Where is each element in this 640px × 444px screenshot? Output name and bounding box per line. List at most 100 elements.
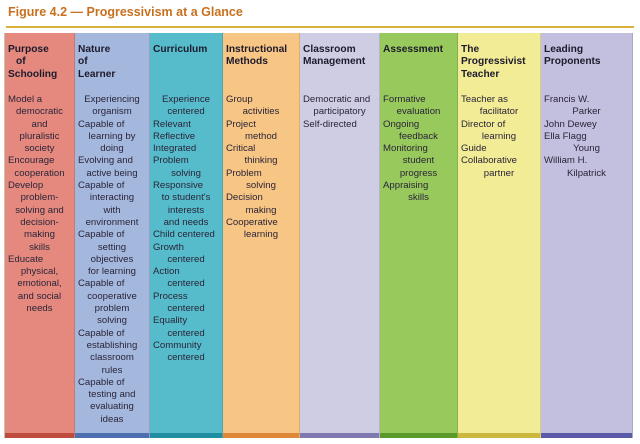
cell-line: activities <box>242 106 280 118</box>
cell-line: Democratic and <box>303 94 371 105</box>
cell-line: cooperation <box>14 167 65 179</box>
cell-line: making <box>245 204 277 216</box>
cell-line: Capable of <box>78 118 125 130</box>
cell-line: democratic <box>16 106 63 118</box>
cell-line: centered <box>167 327 205 339</box>
column-header-line: Learner <box>78 68 116 80</box>
progressivism-table: Purpose of Schooling Model a democratic and pl… <box>4 33 633 438</box>
cell-line: Equality <box>153 315 188 327</box>
column-header-line: Teacher <box>461 68 500 80</box>
cell-line: centered <box>167 106 205 118</box>
column-header: Purpose of Schooling <box>8 44 71 94</box>
cell-line: setting <box>97 241 127 253</box>
cell-line: solving <box>97 315 127 327</box>
column-entries: Group activities Project method Critical thin… <box>226 94 296 242</box>
cell-line: pluralistic <box>19 130 60 142</box>
column-header-line: of <box>78 56 88 68</box>
cell-line: Integrated <box>153 143 197 155</box>
cell-line: solving <box>171 167 201 179</box>
cell-line: skills <box>408 192 429 204</box>
cell-line: Project <box>226 118 256 130</box>
cell-line: Guide <box>461 143 487 155</box>
cell-line: Model a <box>8 94 43 105</box>
cell-line: Parker <box>572 106 601 118</box>
column-7: Leading Proponents Francis W. Parker John De… <box>541 33 633 438</box>
column-entries: Francis W. Parker John Dewey Ella Flagg Youn… <box>544 94 629 180</box>
cell-line: and needs <box>163 216 209 228</box>
cell-line: Teacher as <box>461 94 508 105</box>
column-header: Nature of Learner <box>78 44 146 94</box>
column-header-line: of <box>16 56 26 68</box>
cell-line: solving and <box>15 204 64 216</box>
cell-line: ideas <box>100 413 124 425</box>
cell-line: learning <box>243 229 279 241</box>
figure-title: Figure 4.2 — Progressivism at a Glance <box>8 5 243 19</box>
cell-line: problem- <box>20 192 59 204</box>
cell-line: Director of <box>461 118 506 130</box>
cell-line: Educate <box>8 253 44 265</box>
cell-line: Develop <box>8 180 44 192</box>
cell-line: Relevant <box>153 118 191 130</box>
column-header-line: Assessment <box>383 44 444 55</box>
column-header: Leading Proponents <box>544 44 629 94</box>
cell-line: student <box>402 155 435 167</box>
column-header-line: Nature <box>78 44 111 55</box>
cell-line: Experience <box>162 94 210 105</box>
column-header-line: Methods <box>226 56 268 68</box>
cell-line: environment <box>85 216 139 228</box>
cell-line: learning by <box>88 130 136 142</box>
column-3: Instructional Methods Group activities Proje… <box>223 33 300 438</box>
column-header-line: Schooling <box>8 68 58 80</box>
cell-line: Monitoring <box>383 143 428 155</box>
column-header-line: Leading <box>544 44 584 55</box>
cell-line: Capable of <box>78 376 125 388</box>
column-header: Assessment <box>383 44 454 94</box>
cell-line: John Dewey <box>544 118 597 130</box>
cell-line: Appraising <box>383 180 429 192</box>
cell-line: Growth <box>153 241 184 253</box>
cell-line: for learning <box>88 266 136 278</box>
cell-line: Process <box>153 290 188 302</box>
cell-line: Ella Flagg <box>544 130 587 142</box>
column-5: Assessment Formative evaluation Ongoing feed… <box>380 33 458 438</box>
column-header-line: The <box>461 44 480 55</box>
cell-line: Evolving and <box>78 155 133 167</box>
cell-line: Kilpatrick <box>567 167 606 179</box>
cell-line: Problem <box>153 155 189 167</box>
cell-line: active being <box>86 167 138 179</box>
cell-line: testing and <box>88 389 136 401</box>
cell-line: Decision <box>226 192 263 204</box>
column-entries: Formative evaluation Ongoing feedback Monito… <box>383 94 454 205</box>
column-header-line: Proponents <box>544 56 601 68</box>
cell-line: centered <box>167 278 205 290</box>
column-header-line: Instructional <box>226 44 288 55</box>
column-header: Curriculum <box>153 44 219 94</box>
column-6: The Progressivist Teacher Teacher as facilit… <box>458 33 541 438</box>
column-header-line: Purpose <box>8 44 49 55</box>
column-header: Instructional Methods <box>226 44 296 94</box>
cell-line: interacting <box>89 192 135 204</box>
cell-line: and <box>31 118 48 130</box>
cell-line: progress <box>399 167 438 179</box>
cell-line: problem <box>94 303 130 315</box>
cell-line: Responsive <box>153 180 204 192</box>
cell-line: needs <box>26 303 53 315</box>
cell-line: Cooperative <box>226 216 278 228</box>
cell-line: Formative <box>383 94 426 105</box>
column-header-line: Curriculum <box>153 44 208 55</box>
cell-line: Group <box>226 94 253 105</box>
cell-line: doing <box>100 143 124 155</box>
cell-line: Encourage <box>8 155 55 167</box>
cell-line: classroom <box>90 352 134 364</box>
column-entries: Model a democratic and pluralistic society En… <box>8 94 71 315</box>
cell-line: learning <box>481 130 517 142</box>
cell-line: Action <box>153 266 180 278</box>
column-0: Purpose of Schooling Model a democratic and pl… <box>5 33 75 438</box>
cell-line: centered <box>167 352 205 364</box>
cell-line: Community <box>153 339 202 351</box>
cell-line: physical, <box>20 266 59 278</box>
cell-line: participatory <box>313 106 366 118</box>
cell-line: establishing <box>86 339 138 351</box>
cell-line: solving <box>246 180 276 192</box>
cell-line: Self-directed <box>303 118 357 130</box>
